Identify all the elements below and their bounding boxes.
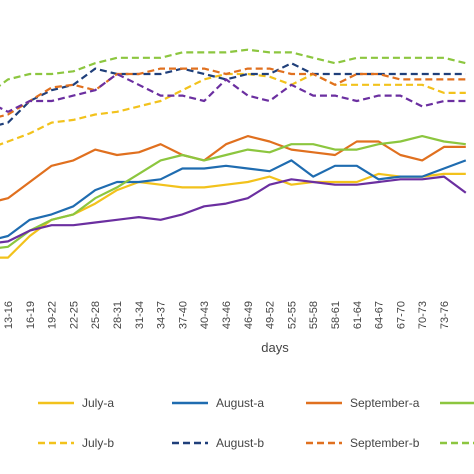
x-tick-label: 40-43 [199,301,211,329]
legend: July-a August-a September-a July-b August-b S… [38,396,474,450]
x-tick-label: 58-61 [330,301,342,329]
series-line-september-b [0,67,466,118]
x-tick-label: 73-76 [439,301,451,329]
legend-label: September-a [350,396,420,410]
x-tick-label: 64-67 [374,301,386,329]
x-tick-label: 61-64 [352,301,364,329]
legend-label: July-a [82,396,114,410]
x-tick-label: 28-31 [112,301,124,329]
x-tick-label: 13-16 [3,301,15,329]
x-tick-label: 43-46 [221,301,233,329]
plot-lines [0,48,467,259]
legend-label: August-a [216,396,264,410]
legend-label: July-b [82,436,114,450]
x-tick-label: 67-70 [395,301,407,329]
legend-label: August-b [216,436,264,450]
x-tick-label: 37-40 [177,301,189,329]
series-line-september-b-green [0,48,467,87]
series-line-september-b-purple [0,72,466,113]
x-axis-label: days [261,340,289,355]
x-tick-label: 34-37 [156,301,168,329]
x-tick-label: 16-19 [25,301,37,329]
x-axis-ticks: 13-16 16-19 19-22 22-25 25-28 28-31 31-34 34-37… [3,301,451,329]
series-line-september-a-green [0,135,466,249]
x-tick-label: 55-58 [308,301,320,329]
x-tick-label: 52-55 [286,301,298,329]
x-tick-label: 25-28 [90,301,102,329]
x-tick-label: 31-34 [134,301,146,329]
series-line-august-a [0,159,467,240]
series-line-september-a [0,135,466,202]
series-line-september-a-purple [0,175,467,244]
x-tick-label: 22-25 [68,301,80,329]
x-tick-label: 70-73 [417,301,429,329]
legend-label: September-b [350,436,420,450]
x-tick-label: 46-49 [243,301,255,329]
x-tick-label: 19-22 [47,301,59,329]
x-tick-label: 49-52 [265,301,277,329]
